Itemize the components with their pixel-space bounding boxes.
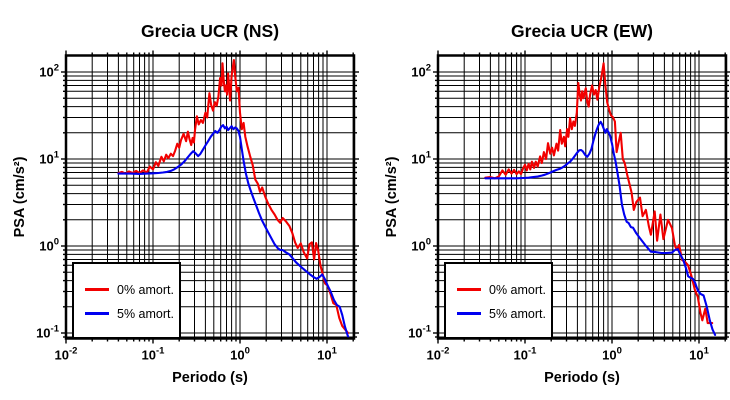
y-tick-label: 102 <box>39 63 59 80</box>
legend-label: 0% amort. <box>117 283 174 297</box>
plot-ew: 10-2 10-1 100 101 10-1 100 101 102 Grecia UCR (E… <box>384 21 730 386</box>
y-tick-label: 101 <box>411 150 431 167</box>
y-tick-label: 100 <box>411 237 431 254</box>
x-tick-label: 101 <box>317 346 337 363</box>
legend: 0% amort. 5% amort. <box>72 262 181 339</box>
plot-frame <box>64 54 356 340</box>
legend-label: 5% amort. <box>489 307 546 321</box>
series-line-5-amort- <box>484 120 717 336</box>
x-tick-label: 100 <box>602 346 622 363</box>
plot-ns: 10-2 10-1 100 101 10-1 100 101 102 Grecia UCR (N… <box>12 21 359 386</box>
legend-label: 5% amort. <box>117 307 174 321</box>
series-line-0-amort- <box>117 59 350 335</box>
x-tick-label: 10-1 <box>514 346 538 363</box>
x-tick-label: 10-2 <box>55 346 78 363</box>
x-tick-label: 10-2 <box>427 346 450 363</box>
series-line-0-amort- <box>484 62 714 325</box>
series-line-5-amort- <box>117 124 350 339</box>
plot-frame <box>436 54 728 340</box>
x-axis-label: Periodo (s) <box>544 370 620 386</box>
y-tick-label: 101 <box>39 150 59 167</box>
x-tick-label: 100 <box>230 346 250 363</box>
x-axis-label: Periodo (s) <box>172 370 248 386</box>
y-tick-label: 102 <box>411 63 431 80</box>
legend: 0% amort. 5% amort. <box>444 262 553 339</box>
plot-title: Grecia UCR (NS) <box>141 21 279 41</box>
x-tick-label: 101 <box>689 346 709 363</box>
legend-box <box>444 262 553 339</box>
legend-box <box>72 262 181 339</box>
y-tick-label: 10-1 <box>408 324 432 341</box>
plot-title: Grecia UCR (EW) <box>511 21 653 41</box>
y-axis-label: PSA (cm/s²) <box>384 156 400 237</box>
y-tick-label: 100 <box>39 237 59 254</box>
legend-label: 0% amort. <box>489 283 546 297</box>
y-tick-label: 10-1 <box>36 324 60 341</box>
x-tick-label: 10-1 <box>142 346 166 363</box>
y-axis-label: PSA (cm/s²) <box>12 156 28 237</box>
